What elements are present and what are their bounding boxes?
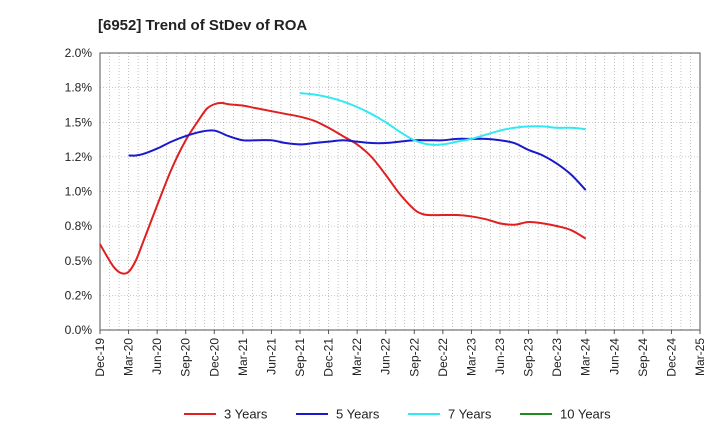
x-tick-label: Mar-25 (693, 338, 707, 376)
series-line-5-years (128, 129, 587, 191)
legend-label: 7 Years (448, 407, 492, 422)
legend-label: 5 Years (336, 407, 380, 422)
y-tick-label: 1.5% (65, 115, 93, 129)
y-tick-label: 0.0% (65, 323, 93, 337)
grid-layer (99, 52, 701, 331)
y-tick-label: 0.2% (65, 288, 93, 302)
x-tick-label: Mar-20 (122, 338, 136, 376)
chart-title: [6952] Trend of StDev of ROA (98, 17, 307, 34)
plot-area-border (99, 52, 701, 331)
y-tick-label: 0.5% (65, 254, 93, 268)
x-tick-label: Jun-23 (493, 338, 507, 375)
x-tick-label: Dec-22 (436, 338, 450, 377)
x-tick-label: Dec-21 (322, 338, 336, 377)
legend-label: 10 Years (560, 407, 611, 422)
y-tick-label: 0.8% (65, 219, 93, 233)
series-line-7-years (299, 92, 586, 146)
y-tick-label: 1.8% (65, 81, 93, 95)
x-tick-label: Jun-21 (264, 338, 278, 375)
x-tick-label: Mar-24 (579, 338, 593, 376)
y-tick-label: 1.2% (65, 150, 93, 164)
y-tick-label: 2.0% (65, 46, 93, 60)
x-tick-label: Sep-23 (522, 338, 536, 377)
series-layer (99, 92, 587, 275)
x-tick-label: Sep-21 (293, 338, 307, 377)
legend-label: 3 Years (224, 407, 268, 422)
x-tick-label: Jun-24 (607, 338, 621, 375)
x-tick-label: Jun-22 (379, 338, 393, 375)
x-tick-label: Dec-20 (207, 338, 221, 377)
x-tick-label: Mar-23 (464, 338, 478, 376)
x-tick-label: Dec-24 (664, 338, 678, 377)
x-tick-label: Mar-21 (236, 338, 250, 376)
x-tick-label: Dec-19 (93, 338, 107, 377)
axis-layer: 0.0% 0.2% 0.5% 0.8% 1.0% 1.2% 1.5% 1.8% 2.0% Dec-… (65, 46, 707, 377)
x-tick-label: Jun-20 (150, 338, 164, 375)
x-tick-label: Mar-22 (350, 338, 364, 376)
series-line-3-years (99, 101, 587, 275)
legend: 3 Years 5 Years 7 Years 10 Years (184, 407, 611, 422)
x-tick-label: Sep-22 (407, 338, 421, 377)
y-tick-label: 1.0% (65, 185, 93, 199)
x-tick-label: Sep-24 (636, 338, 650, 377)
x-tick-label: Sep-20 (179, 338, 193, 377)
x-tick-label: Dec-23 (550, 338, 564, 377)
